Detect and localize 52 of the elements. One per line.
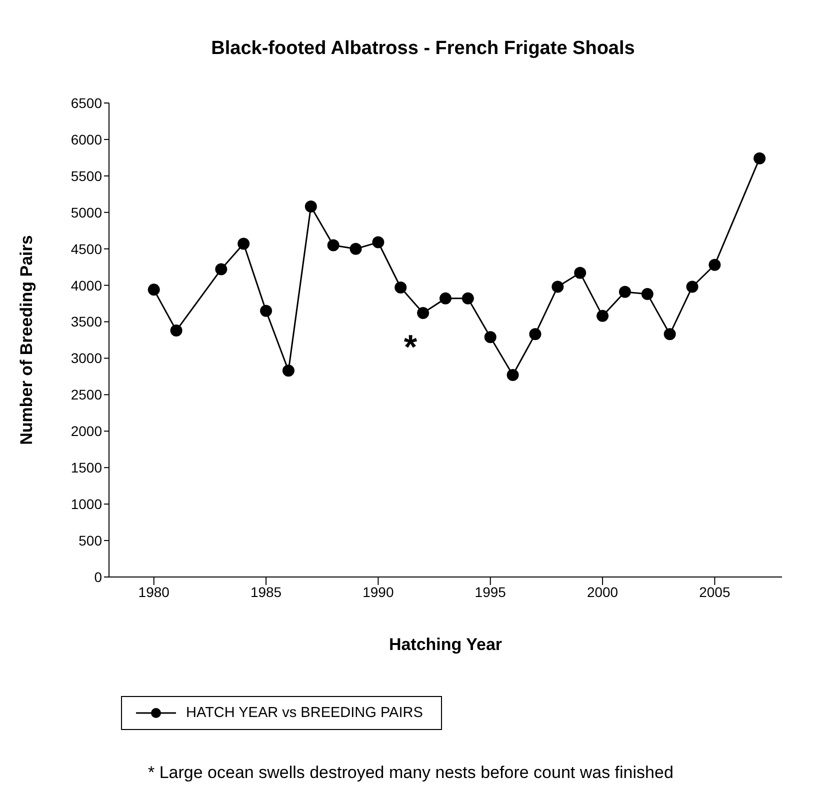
y-tick-label: 0 bbox=[94, 568, 102, 585]
y-tick-label: 6500 bbox=[70, 94, 102, 111]
y-tick-label: 1500 bbox=[70, 460, 102, 476]
y-tick-label: 2000 bbox=[70, 423, 102, 440]
x-tick-label: 2000 bbox=[586, 584, 618, 600]
point bbox=[708, 258, 721, 271]
y-tick-label: 4000 bbox=[70, 277, 102, 294]
point bbox=[215, 263, 228, 276]
point bbox=[529, 328, 542, 340]
y-tick-label: 5000 bbox=[70, 204, 102, 220]
point bbox=[394, 281, 407, 294]
x-axis-title: Hatching Year bbox=[388, 635, 502, 654]
point bbox=[148, 284, 160, 296]
point bbox=[327, 239, 340, 252]
point bbox=[686, 280, 698, 293]
x-tick-label: 1990 bbox=[362, 584, 394, 600]
y-tick-label: 5500 bbox=[70, 168, 102, 184]
x-tick-label: 1980 bbox=[138, 584, 170, 600]
y-axis-title: Number of Breeding Pairs bbox=[17, 235, 36, 445]
point bbox=[506, 369, 519, 382]
text: * Large ocean swells destroyed many nests before count was finished bbox=[148, 763, 674, 783]
x-tick-label: 1985 bbox=[250, 584, 282, 600]
y-tick-label: 1000 bbox=[70, 496, 102, 512]
y-tick-label: 2500 bbox=[70, 386, 102, 403]
y-tick-label: 3000 bbox=[70, 350, 102, 366]
y-tick-label: 4500 bbox=[70, 240, 102, 257]
y-tick-label: 6000 bbox=[70, 131, 102, 148]
point bbox=[641, 288, 654, 300]
y-tick-label: 3500 bbox=[70, 314, 102, 330]
point bbox=[372, 236, 384, 248]
point bbox=[170, 324, 182, 337]
annotation: * bbox=[404, 328, 418, 366]
x-tick-label: 2005 bbox=[699, 584, 730, 600]
point bbox=[618, 286, 631, 298]
point bbox=[462, 292, 474, 304]
point bbox=[574, 266, 586, 279]
point bbox=[260, 304, 272, 317]
legend-label: HATCH YEAR vs BREEDING PAIRS bbox=[185, 705, 423, 721]
chart-title: Black-footed Albatross - French Frigate Shoals bbox=[210, 38, 636, 60]
point bbox=[304, 200, 317, 213]
point bbox=[350, 242, 362, 255]
point bbox=[552, 280, 564, 293]
y-tick-label: 500 bbox=[78, 532, 102, 549]
point bbox=[417, 307, 430, 320]
point bbox=[282, 364, 294, 377]
point bbox=[238, 238, 250, 250]
point bbox=[484, 331, 496, 344]
point bbox=[754, 152, 766, 164]
point bbox=[596, 310, 609, 322]
point bbox=[440, 292, 452, 304]
point bbox=[664, 328, 676, 340]
x-tick-label: 1995 bbox=[474, 584, 506, 600]
